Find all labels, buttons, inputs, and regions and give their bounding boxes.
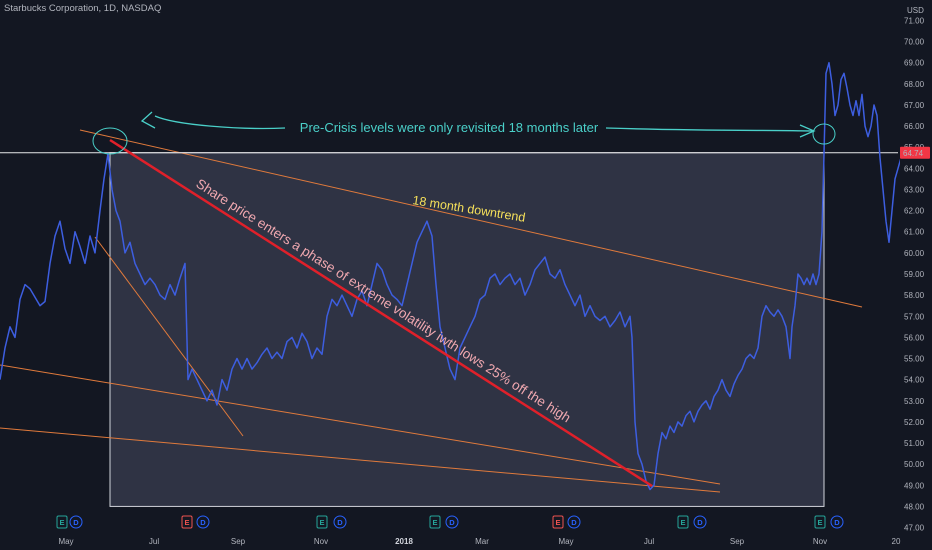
price-axis-currency: USD xyxy=(907,6,924,15)
time-tick-label: Mar xyxy=(475,537,489,546)
time-tick-label: Sep xyxy=(231,537,246,546)
high-circle-left xyxy=(92,127,128,155)
dividend-marker[interactable]: D xyxy=(333,515,347,529)
time-tick-label: May xyxy=(558,537,573,546)
price-tick-label: 49.00 xyxy=(904,481,925,490)
price-tick-label: 61.00 xyxy=(904,228,925,237)
dividend-marker[interactable]: D xyxy=(196,515,210,529)
dividend-marker[interactable]: D xyxy=(445,515,459,529)
dividend-marker[interactable]: D xyxy=(693,515,707,529)
price-tick-label: 53.00 xyxy=(904,397,925,406)
time-tick-label: 20 xyxy=(892,537,901,546)
marker-letter: D xyxy=(200,518,206,527)
dividend-badge-shape xyxy=(830,515,844,529)
marker-letter: D xyxy=(697,518,703,527)
dividend-badge-shape xyxy=(693,515,707,529)
time-tick-label: Nov xyxy=(314,537,328,546)
time-tick-label: 2018 xyxy=(395,537,413,546)
left-arrow-head xyxy=(140,111,156,129)
price-tick-label: 69.00 xyxy=(904,59,925,68)
trendline-3 xyxy=(0,364,721,485)
earnings-badge-shape xyxy=(814,515,826,529)
right-arrow-head xyxy=(799,124,816,138)
earnings-badge-shape xyxy=(181,515,193,529)
price-tick-label: 71.00 xyxy=(904,17,925,26)
earnings-badge-shape xyxy=(56,515,68,529)
marker-letter: D xyxy=(73,518,79,527)
dividend-marker[interactable]: D xyxy=(567,515,581,529)
dividend-badge-shape xyxy=(69,515,83,529)
trendline-1 xyxy=(79,129,863,308)
decline-line xyxy=(109,138,653,488)
highlight-box xyxy=(109,152,825,507)
earnings-badge-shape xyxy=(552,515,564,529)
marker-letter: E xyxy=(59,518,64,527)
dividend-badge-shape xyxy=(196,515,210,529)
price-tick-label: 63.00 xyxy=(904,186,925,195)
price-tick-label: 55.00 xyxy=(904,355,925,364)
marker-letter: D xyxy=(449,518,455,527)
marker-letter: D xyxy=(834,518,840,527)
trendline-4 xyxy=(0,427,721,493)
current-price-label: 64.74 xyxy=(903,149,924,158)
marker-letter: E xyxy=(555,518,560,527)
dividend-badge-shape xyxy=(333,515,347,529)
marker-letter: E xyxy=(680,518,685,527)
earnings-marker[interactable]: E xyxy=(429,515,441,529)
earnings-badge-shape xyxy=(316,515,328,529)
trendline-2 xyxy=(94,236,244,437)
time-tick-label: May xyxy=(58,537,73,546)
earnings-marker[interactable]: E xyxy=(316,515,328,529)
earnings-marker[interactable]: E xyxy=(677,515,689,529)
left-arrow-path xyxy=(154,115,286,130)
marker-letter: D xyxy=(571,518,577,527)
current-price-tag xyxy=(900,146,930,159)
dividend-badge-shape xyxy=(567,515,581,529)
price-tick-label: 56.00 xyxy=(904,333,925,342)
annotation-pre-crisis: Pre-Crisis levels were only revisited 18… xyxy=(300,120,599,135)
price-tick-label: 67.00 xyxy=(904,101,925,110)
price-tick-label: 70.00 xyxy=(904,38,925,47)
high-circle-right xyxy=(812,123,836,145)
time-tick-label: Sep xyxy=(730,537,745,546)
price-tick-label: 58.00 xyxy=(904,291,925,300)
price-tick-label: 66.00 xyxy=(904,122,925,131)
price-tick-label: 50.00 xyxy=(904,460,925,469)
symbol-title: Starbucks Corporation, 1D, NASDAQ xyxy=(4,3,162,14)
dividend-badge-shape xyxy=(445,515,459,529)
price-tick-label: 54.00 xyxy=(904,376,925,385)
price-tick-label: 64.00 xyxy=(904,164,925,173)
earnings-badge-shape xyxy=(429,515,441,529)
earnings-marker[interactable]: E xyxy=(181,515,193,529)
price-tick-label: 60.00 xyxy=(904,249,925,258)
price-tick-label: 47.00 xyxy=(904,524,925,533)
price-tick-label: 51.00 xyxy=(904,439,925,448)
price-tick-label: 52.00 xyxy=(904,418,925,427)
marker-letter: E xyxy=(184,518,189,527)
price-tick-label: 57.00 xyxy=(904,312,925,321)
time-tick-label: Nov xyxy=(813,537,827,546)
time-tick-label: Jul xyxy=(644,537,654,546)
marker-letter: E xyxy=(817,518,822,527)
time-tick-label: Jul xyxy=(149,537,159,546)
right-arrow-path xyxy=(605,127,813,132)
price-line xyxy=(0,61,902,491)
earnings-marker[interactable]: E xyxy=(56,515,68,529)
price-axis-bg xyxy=(900,0,932,550)
price-tick-label: 48.00 xyxy=(904,502,925,511)
price-tick-label: 59.00 xyxy=(904,270,925,279)
marker-letter: D xyxy=(337,518,343,527)
marker-letter: E xyxy=(432,518,437,527)
earnings-marker[interactable]: E xyxy=(814,515,826,529)
dividend-marker[interactable]: D xyxy=(830,515,844,529)
earnings-badge-shape xyxy=(677,515,689,529)
dividend-marker[interactable]: D xyxy=(69,515,83,529)
price-tick-label: 62.00 xyxy=(904,207,925,216)
price-tick-label: 68.00 xyxy=(904,80,925,89)
marker-letter: E xyxy=(319,518,324,527)
earnings-marker[interactable]: E xyxy=(552,515,564,529)
